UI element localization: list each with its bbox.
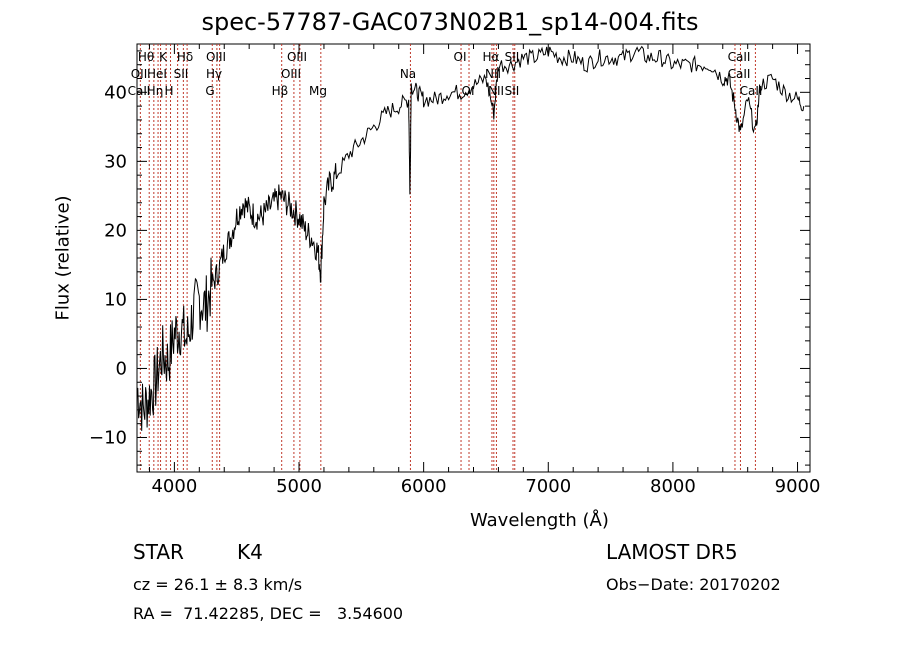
line-label: H <box>164 84 173 98</box>
x-tick-label: 8000 <box>650 476 696 497</box>
line-label: Hα <box>483 50 500 64</box>
line-label: Hδ <box>177 50 193 64</box>
line-label: SII <box>505 50 520 64</box>
y-tick-label: 40 <box>104 82 127 103</box>
coordinates: RA = 71.42285, DEC = 3.54600 <box>133 604 404 623</box>
line-label: CaII <box>128 84 151 98</box>
line-label: HeI <box>147 67 167 81</box>
line-label: CaII <box>728 67 751 81</box>
x-axis-label: Wavelength (Å) <box>470 510 609 531</box>
y-tick-label: 0 <box>116 358 127 379</box>
line-label: K <box>159 50 168 64</box>
line-label: Hη <box>147 84 164 98</box>
line-label: OI <box>454 50 467 64</box>
x-tick-label: 7000 <box>525 476 571 497</box>
line-label: OIII <box>287 50 307 64</box>
y-tick-label: 10 <box>104 289 127 310</box>
line-label: NII <box>485 67 501 81</box>
line-label: SII <box>174 67 189 81</box>
chart-title: spec-57787-GAC073N02B1_sp14-004.fits <box>201 8 699 36</box>
line-label: CaII <box>740 84 763 98</box>
x-tick-label: 5000 <box>276 476 322 497</box>
spectrum-line <box>136 45 805 431</box>
line-label: OIII <box>281 67 301 81</box>
line-label: CaII <box>728 50 751 64</box>
x-tick-label: 4000 <box>151 476 197 497</box>
line-label: SII <box>505 84 520 98</box>
object-subclass: K4 <box>237 540 263 564</box>
line-label: OII <box>131 67 148 81</box>
x-tick-label: 9000 <box>775 476 821 497</box>
y-tick-label: 20 <box>104 220 127 241</box>
line-label: OI <box>462 84 475 98</box>
y-axis-label: Flux (relative) <box>52 195 74 321</box>
y-tick-label: −10 <box>89 427 127 448</box>
line-label: G <box>205 84 214 98</box>
line-label: Na <box>400 67 416 81</box>
observation-date: Obs−Date: 20170202 <box>606 575 781 594</box>
y-tick-label: 30 <box>104 151 127 172</box>
line-label: NII <box>488 84 504 98</box>
plot-frame <box>136 43 811 473</box>
line-label: Hβ <box>272 84 289 98</box>
x-tick-label: 6000 <box>401 476 447 497</box>
line-label: OIII <box>206 50 226 64</box>
object-class: STAR <box>133 540 184 564</box>
redshift-velocity: cz = 26.1 ± 8.3 km/s <box>133 575 303 594</box>
line-label: Hθ <box>138 50 154 64</box>
survey-name: LAMOST DR5 <box>606 540 738 564</box>
line-label: Mg <box>309 84 327 98</box>
line-label: Hγ <box>206 67 222 81</box>
